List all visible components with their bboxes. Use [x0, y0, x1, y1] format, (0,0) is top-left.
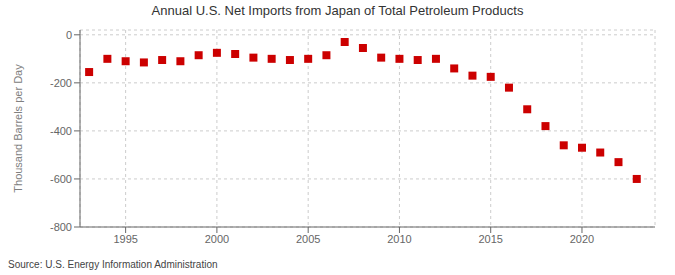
svg-text:-400: -400 [50, 125, 72, 137]
svg-text:0: 0 [66, 29, 72, 41]
html-text:Annual U.S. Net Imports from J: Annual U.S. Net Imports from Japan of To… [151, 3, 524, 18]
svg-text:1995: 1995 [113, 233, 137, 245]
svg-text:2000: 2000 [205, 233, 229, 245]
svg-text:2015: 2015 [478, 233, 502, 245]
svg-text:Thousand Barrels per Day: Thousand Barrels per Day [12, 64, 24, 193]
svg-text:-200: -200 [50, 77, 72, 89]
svg-text:-800: -800 [50, 221, 72, 233]
svg-text:2020: 2020 [570, 233, 594, 245]
svg-text:2010: 2010 [387, 233, 411, 245]
html-text:Source: U.S. Energy Informatio: Source: U.S. Energy Information Administ… [8, 259, 218, 270]
svg-text:-600: -600 [50, 173, 72, 185]
svg-text:2005: 2005 [296, 233, 320, 245]
